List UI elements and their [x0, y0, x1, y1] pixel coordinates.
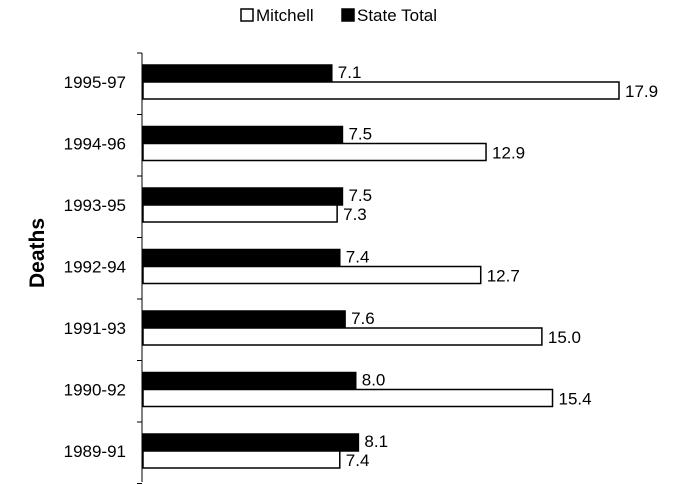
y-axis-title: Deaths — [26, 218, 49, 288]
bars — [142, 64, 620, 469]
data-label-state-total: 8.1 — [364, 432, 388, 451]
legend-label-state-total: State Total — [357, 6, 437, 25]
bar-state-total — [142, 433, 360, 452]
bar-state-total — [142, 310, 346, 329]
bar-state-total — [142, 371, 357, 391]
data-label-mitchell: 15.4 — [559, 390, 592, 409]
y-axis-ticks — [137, 52, 142, 484]
bar-mitchell — [142, 265, 482, 285]
data-label-mitchell: 15.0 — [548, 328, 581, 347]
y-axis-tick-labels: 1995-97 1994-96 1993-95 1992-94 1991-93 1990-… — [64, 73, 126, 461]
category-label: 1995-97 — [64, 73, 126, 92]
data-label-mitchell: 17.9 — [625, 82, 658, 101]
legend-swatch-state-total — [341, 8, 355, 22]
data-label-state-total: 7.5 — [348, 125, 372, 144]
legend-label-mitchell: Mitchell — [256, 6, 314, 25]
legend: Mitchell State Total — [240, 6, 437, 25]
category-label: 1990-92 — [64, 381, 126, 400]
bar-mitchell — [142, 81, 620, 100]
data-label-mitchell: 12.7 — [487, 267, 520, 286]
bar-state-total — [142, 125, 344, 145]
bar-state-total — [142, 187, 344, 206]
bar-state-total — [142, 248, 341, 268]
category-label: 1991-93 — [64, 319, 126, 338]
data-label-mitchell: 12.9 — [492, 144, 525, 163]
bar-mitchell — [142, 142, 487, 162]
data-label-state-total: 7.5 — [348, 186, 372, 205]
data-label-state-total: 7.1 — [338, 63, 362, 82]
data-label-state-total: 7.6 — [351, 309, 375, 328]
bar-state-total — [142, 64, 333, 83]
category-label: 1993-95 — [64, 196, 126, 215]
legend-swatch-mitchell — [240, 8, 254, 22]
data-label-state-total: 8.0 — [362, 371, 386, 390]
data-label-mitchell: 7.4 — [346, 451, 370, 470]
bar-mitchell — [142, 327, 543, 346]
data-label-mitchell: 7.3 — [343, 205, 367, 224]
category-label: 1994-96 — [64, 135, 126, 154]
bar-mitchell — [142, 450, 341, 469]
data-label-state-total: 7.4 — [346, 248, 370, 267]
data-labels: 7.117.97.512.97.57.37.412.77.615.08.015.… — [338, 63, 658, 470]
bar-mitchell — [142, 204, 338, 223]
bar-mitchell — [142, 388, 554, 408]
category-label: 1992-94 — [64, 258, 126, 277]
category-label: 1989-91 — [64, 442, 126, 461]
